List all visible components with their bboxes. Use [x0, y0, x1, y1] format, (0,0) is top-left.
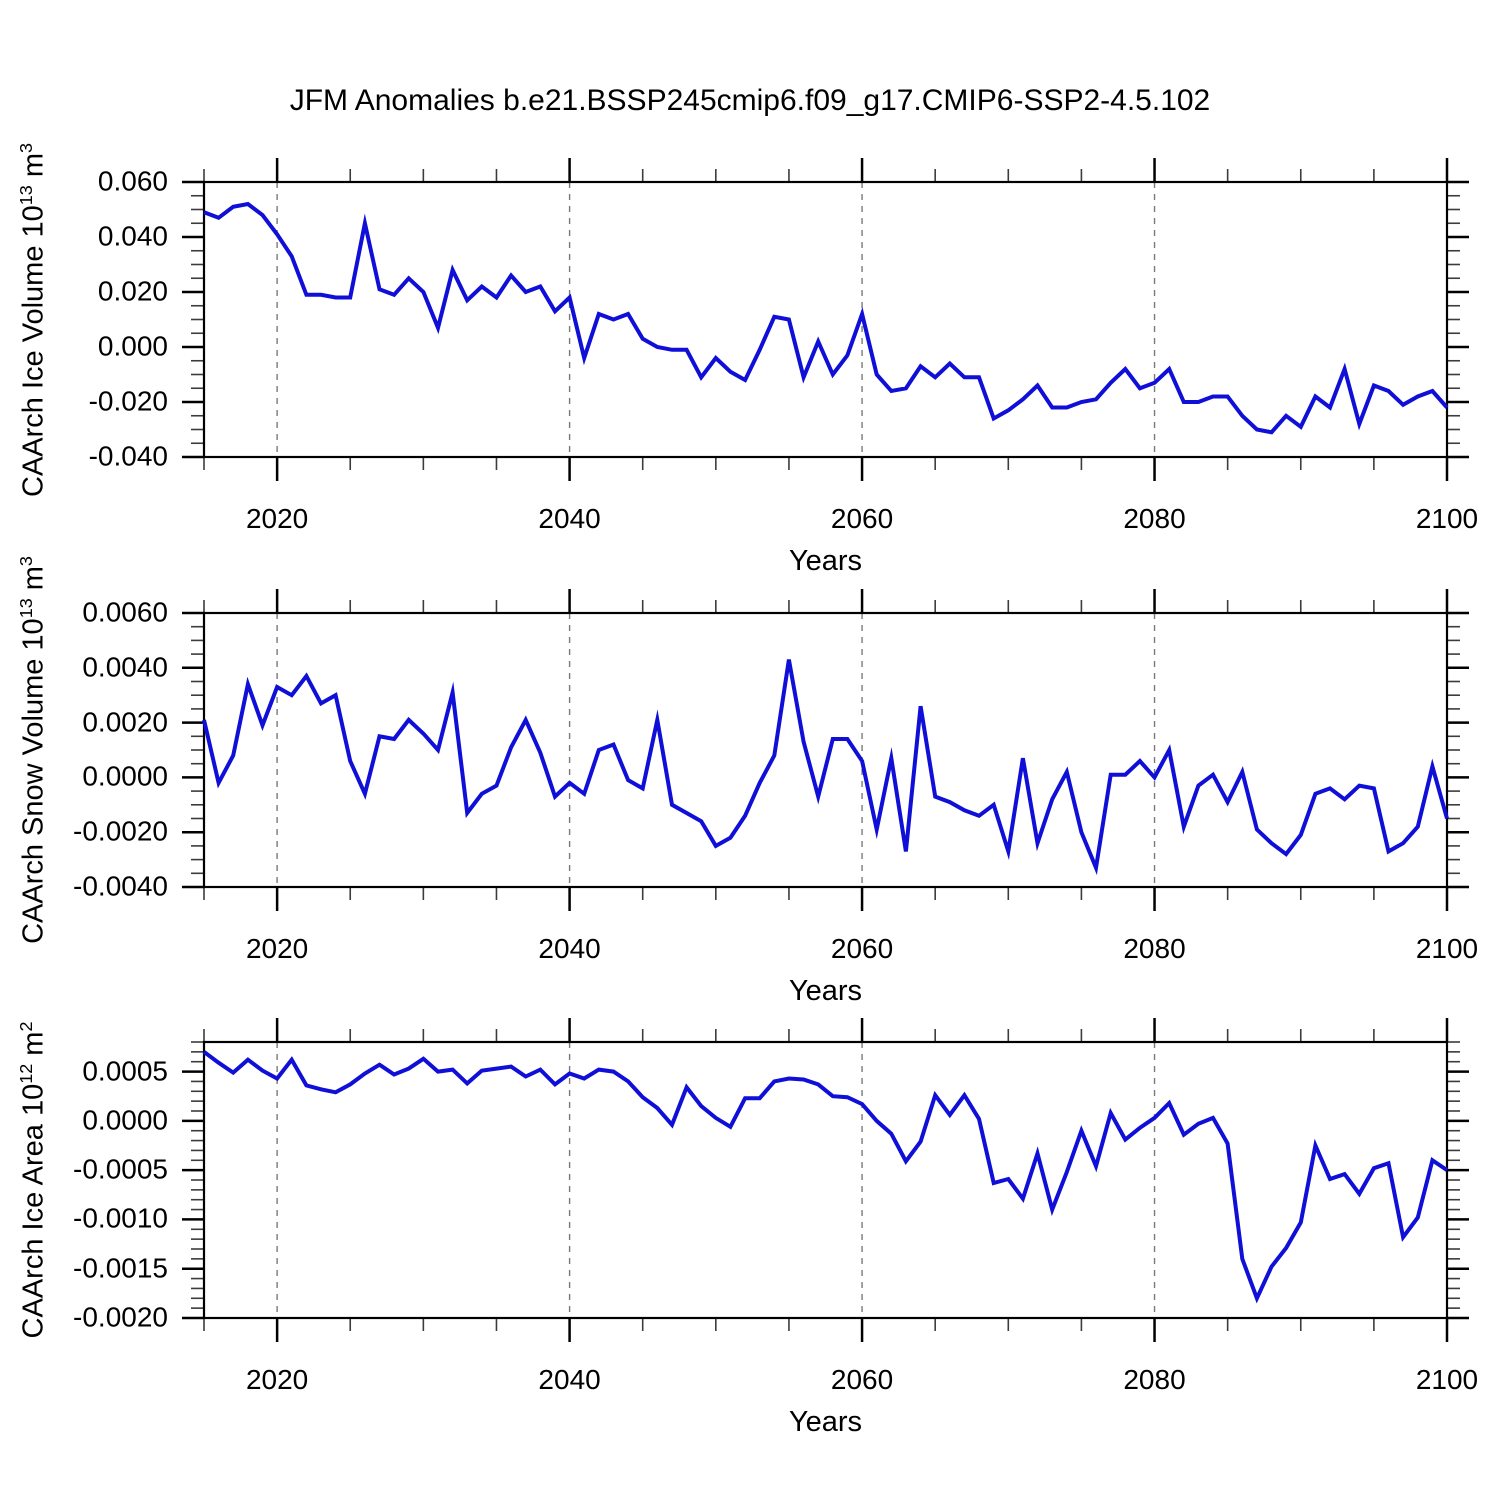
y-tick-label: -0.0005 [73, 1153, 168, 1185]
x-tick-label: 2020 [245, 1364, 309, 1395]
x-tick-label: 2060 [830, 1364, 894, 1395]
y-tick-label: 0.0020 [82, 706, 168, 738]
y-axis-title-text: CAArch Snow Volume 10 [17, 618, 50, 944]
y-tick-label: 0.0005 [82, 1055, 168, 1087]
data-line-caarch-ice-area [202, 1050, 1449, 1304]
y-tick-label: -0.0040 [73, 870, 168, 902]
y-tick-label: -0.0015 [73, 1252, 168, 1284]
x-tick-label: 2080 [1123, 933, 1186, 964]
y-axis-title-exponent: 13 [15, 598, 36, 619]
y-tick-label: -0.040 [88, 440, 168, 472]
plot-frame [202, 180, 1449, 459]
x-tick-label: 2040 [538, 1364, 601, 1395]
y-tick-label: 0.0000 [82, 760, 168, 792]
y-tick-label: -0.020 [88, 385, 168, 417]
x-tick-label: 2080 [1123, 1364, 1186, 1395]
y-tick-label: -0.0010 [73, 1202, 168, 1234]
x-tick-label: 2100 [1415, 1364, 1479, 1395]
x-axis-title: Years [788, 1406, 863, 1438]
y-axis-title-exponent: 13 [15, 184, 36, 205]
y-axis-title-exponent: 2 [15, 1021, 36, 1032]
y-tick-label: -0.0020 [73, 815, 168, 847]
y-tick-label: 0.040 [97, 220, 168, 252]
y-axis-title-text: m [17, 566, 50, 599]
y-tick-label: 0.0040 [82, 651, 168, 683]
plot-frame [202, 1040, 1449, 1320]
x-axis-title: Years [788, 545, 863, 577]
y-axis-title: CAArch Snow Volume 1013 m3 [16, 556, 50, 944]
x-tick-label: 2080 [1123, 503, 1186, 534]
x-tick-label: 2040 [538, 933, 601, 964]
y-axis-title: CAArch Ice Area 1012 m2 [16, 1022, 50, 1339]
x-tick-label: 2060 [830, 503, 894, 534]
y-tick-label: 0.0060 [82, 596, 168, 628]
y-axis-title-exponent: 12 [15, 1063, 36, 1084]
plot-frame [202, 611, 1449, 889]
y-axis-title-exponent: 3 [15, 556, 36, 567]
x-tick-label: 2100 [1415, 933, 1479, 964]
x-tick-label: 2020 [245, 933, 309, 964]
data-line-caarch-ice-volume [203, 201, 1449, 435]
figure-title: JFM Anomalies b.e21.BSSP245cmip6.f09_g17… [289, 84, 1211, 117]
y-tick-label: 0.0000 [82, 1104, 168, 1136]
x-axis-title: Years [788, 975, 863, 1007]
y-tick-label: 0.060 [97, 165, 168, 197]
x-tick-label: 2040 [538, 503, 601, 534]
y-axis-title-text: m [17, 1031, 50, 1064]
y-axis-title: CAArch Ice Volume 1013 m3 [16, 143, 50, 497]
y-axis-title-exponent: 3 [15, 142, 36, 153]
y-tick-label: -0.0020 [73, 1301, 168, 1333]
y-axis-title-text: m [17, 152, 50, 185]
y-tick-label: 0.020 [97, 275, 168, 307]
x-tick-label: 2100 [1415, 503, 1479, 534]
y-axis-title-text: CAArch Ice Area 10 [17, 1083, 50, 1339]
y-axis-title-text: CAArch Ice Volume 10 [17, 204, 50, 497]
y-tick-label: 0.000 [97, 330, 168, 362]
data-line-caarch-snow-volume [202, 659, 1449, 876]
x-tick-label: 2020 [245, 503, 309, 534]
x-tick-label: 2060 [830, 933, 894, 964]
